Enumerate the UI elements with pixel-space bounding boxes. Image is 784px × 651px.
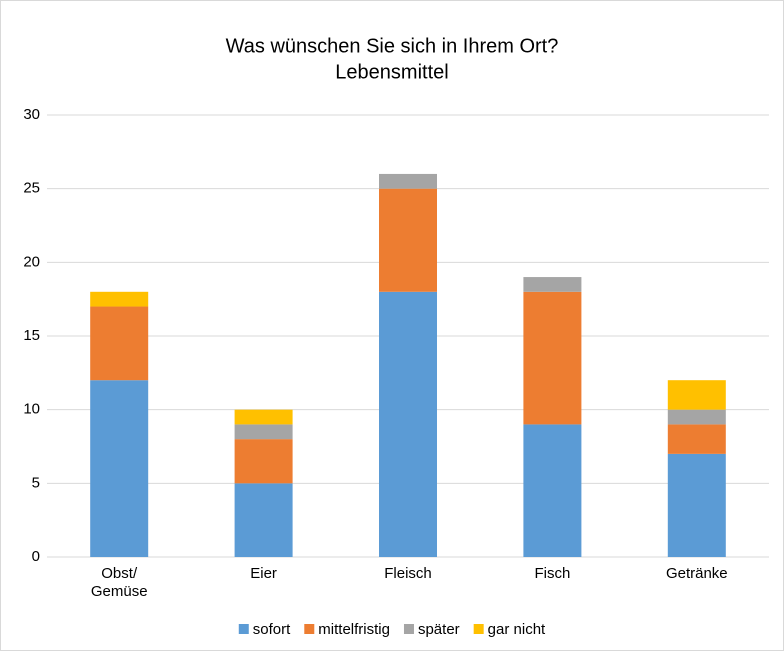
y-tick-label: 5 <box>32 474 40 491</box>
x-tick-label: Obst/Gemüse <box>91 565 148 600</box>
bar-segment <box>379 188 437 292</box>
x-tick-label: Eier <box>250 565 277 582</box>
legend-swatch <box>403 624 414 634</box>
legend-label: gar nicht <box>488 621 546 638</box>
bar-segment <box>234 424 293 440</box>
chart-title: Lebensmittel <box>335 61 448 83</box>
bar-segment <box>667 453 726 557</box>
bar-segment <box>234 439 293 484</box>
bar-segment <box>379 173 437 189</box>
y-tick-label: 10 <box>23 401 40 418</box>
legend-label: später <box>418 621 460 638</box>
bar-segment <box>90 306 149 381</box>
bar-segment <box>667 380 726 410</box>
bar-segment <box>523 277 582 292</box>
legend-label: mittelfristig <box>318 621 390 638</box>
bar-segment <box>90 291 149 307</box>
bar-segment <box>523 291 582 425</box>
y-tick-label: 0 <box>32 548 40 565</box>
bar-segment <box>667 409 726 425</box>
chart-title: Was wünschen Sie sich in Ihrem Ort? <box>226 35 559 57</box>
bar-segment <box>667 424 726 454</box>
legend-label: sofort <box>253 621 291 638</box>
legend-swatch <box>473 624 484 634</box>
y-tick-label: 30 <box>23 106 40 123</box>
legend-swatch <box>304 624 315 634</box>
bar-segment <box>379 291 437 557</box>
legend-swatch <box>238 624 249 634</box>
bar-segment <box>523 424 582 557</box>
x-tick-label: Fleisch <box>384 565 432 582</box>
x-tick-label: Getränke <box>666 565 728 582</box>
bar-segment <box>90 380 149 557</box>
y-tick-label: 15 <box>23 327 40 344</box>
y-tick-label: 25 <box>23 180 40 197</box>
bar-segment <box>234 483 293 557</box>
bar-segment <box>234 409 293 425</box>
x-tick-label: Fisch <box>534 565 570 582</box>
y-tick-label: 20 <box>23 253 40 270</box>
